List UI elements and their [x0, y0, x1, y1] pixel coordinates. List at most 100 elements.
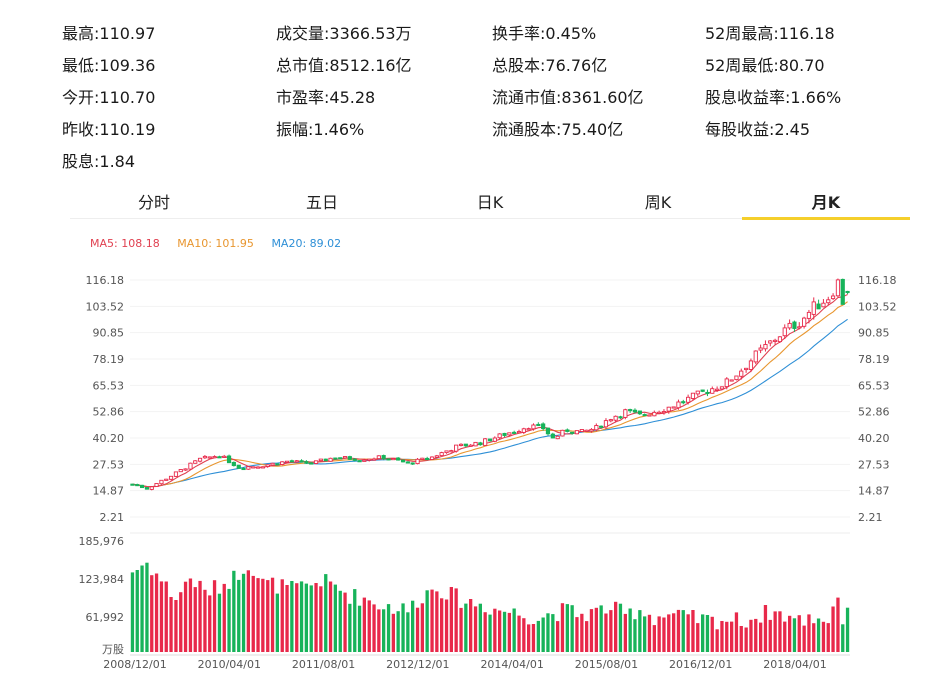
- candle-body: [758, 347, 763, 351]
- volume-bar: [618, 603, 623, 652]
- candle-body: [700, 389, 705, 392]
- candle-body: [671, 406, 676, 409]
- candle-body: [826, 299, 831, 304]
- candle-body: [565, 429, 570, 432]
- volume-bar: [237, 579, 241, 652]
- candle-body: [188, 462, 193, 470]
- y-tick-right: 40.20: [858, 432, 890, 445]
- candle-body: [352, 458, 357, 461]
- volume-bar: [406, 612, 410, 652]
- volume-bar: [570, 605, 574, 652]
- volume-bar: [208, 595, 212, 652]
- candle-body: [782, 327, 787, 337]
- candle-body: [521, 428, 526, 433]
- volume-bar: [154, 573, 159, 652]
- candle-body: [251, 466, 256, 469]
- volume-bar: [179, 592, 183, 652]
- y-tick-left: 78.19: [93, 353, 125, 366]
- volume-bar: [377, 609, 381, 652]
- volume-bar: [309, 585, 313, 652]
- tab-0[interactable]: 分时: [137, 193, 170, 212]
- volume-bar: [367, 600, 371, 652]
- volume-bar: [647, 614, 652, 652]
- volume-bar: [338, 590, 342, 652]
- volume-bar: [536, 620, 540, 652]
- candle-body: [342, 456, 348, 459]
- volume-bar: [232, 570, 236, 652]
- volume-bar: [372, 604, 376, 652]
- candle-body: [661, 411, 667, 414]
- volume-bar: [464, 603, 468, 652]
- candle-body: [594, 425, 599, 431]
- volume-bar: [159, 581, 164, 652]
- volume-bar: [730, 621, 734, 652]
- candle-body: [797, 326, 802, 329]
- stat-6: 总股本:76.76亿: [492, 56, 608, 75]
- volume-bar: [328, 581, 333, 652]
- y-tick-left: 14.87: [93, 485, 125, 498]
- volume-bar: [217, 593, 222, 652]
- tab-3[interactable]: 周K: [644, 193, 672, 212]
- stat-7: 52周最低:80.70: [705, 56, 825, 75]
- volume-bar: [241, 573, 246, 652]
- candle-body: [313, 460, 319, 464]
- candle-body: [304, 461, 309, 464]
- candle-body: [376, 455, 381, 460]
- stat-14: 流通股本:75.40亿: [492, 120, 624, 139]
- candle-body: [599, 425, 604, 428]
- stats-panel: 最高:110.97 成交量:3366.53万 换手率:0.45% 52周最高:116.…: [0, 0, 928, 180]
- candle-body: [212, 456, 217, 459]
- volume-tick: 123,984: [79, 573, 125, 586]
- volume-bar: [382, 609, 386, 652]
- volume-tick: 185,976: [79, 535, 125, 548]
- volume-bar: [831, 606, 835, 652]
- volume-bar: [816, 618, 821, 652]
- stat-1: 成交量:3366.53万: [276, 24, 412, 43]
- volume-bar: [357, 605, 362, 652]
- candle-body: [381, 455, 386, 459]
- candle-body: [183, 468, 188, 471]
- candle-body: [637, 410, 642, 415]
- candle-body: [676, 401, 681, 409]
- ma10-legend: MA10: 101.95: [177, 237, 254, 250]
- candle-body: [777, 336, 783, 343]
- candle-body: [603, 420, 609, 428]
- tab-4[interactable]: 月K: [742, 188, 910, 220]
- volume-bar: [251, 575, 255, 652]
- candle-body: [531, 424, 536, 430]
- candle-body: [429, 456, 435, 460]
- candle-body: [357, 460, 362, 463]
- tab-2[interactable]: 日K: [476, 193, 504, 212]
- stat-15: 每股收益:2.45: [705, 120, 811, 139]
- volume-bar: [401, 603, 405, 652]
- x-tick-label: 2018/04/01: [763, 658, 826, 671]
- volume-bar: [493, 608, 497, 652]
- volume-bar: [744, 627, 748, 652]
- volume-bar: [604, 613, 608, 652]
- volume-bar: [502, 611, 507, 652]
- candle-body: [154, 483, 159, 487]
- candle-body: [739, 370, 744, 377]
- volume-bar: [672, 613, 676, 652]
- volume-bar: [324, 574, 328, 652]
- y-tick-right: 52.86: [858, 406, 890, 419]
- candle-body: [367, 458, 372, 461]
- y-tick-left: 116.18: [86, 274, 125, 287]
- volume-bar: [788, 615, 792, 652]
- volume-bar: [266, 580, 270, 652]
- candle-body: [545, 427, 551, 435]
- tab-1[interactable]: 五日: [305, 193, 338, 212]
- candle-body: [608, 419, 613, 422]
- candle-body: [516, 431, 522, 434]
- volume-bar: [705, 615, 710, 652]
- candle-body: [178, 469, 183, 473]
- candle-body: [275, 463, 280, 466]
- volume-bar: [710, 616, 714, 652]
- volume-bar: [720, 621, 724, 652]
- candle-body: [705, 391, 710, 395]
- candle-body: [139, 484, 145, 489]
- candle-body: [768, 340, 773, 344]
- volume-bar: [227, 588, 231, 652]
- candle-body: [492, 437, 497, 442]
